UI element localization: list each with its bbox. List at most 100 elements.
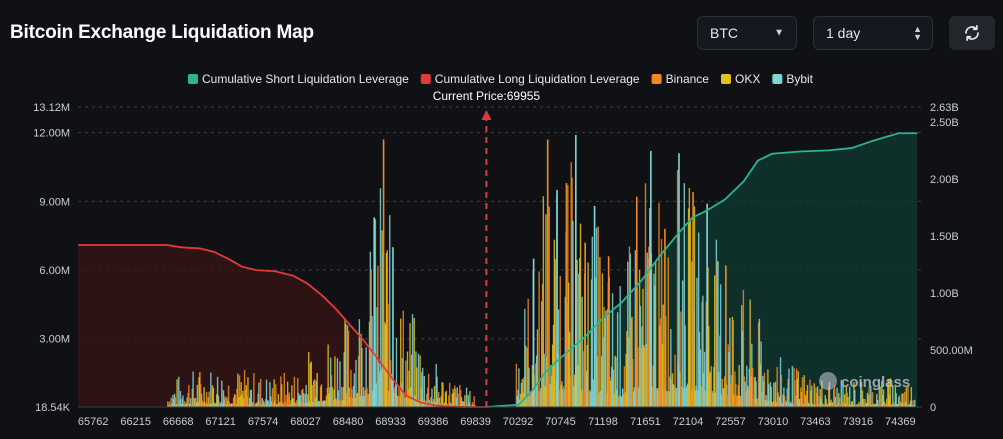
liquidation-bar [766, 400, 768, 407]
liquidation-bar [806, 384, 809, 407]
liquidation-bar [749, 299, 751, 407]
liquidation-bar [642, 288, 644, 407]
liquidation-bar [835, 405, 837, 407]
liquidation-bar [370, 269, 372, 407]
liquidation-bar [730, 384, 732, 407]
liquidation-bar [516, 396, 518, 407]
liquidation-bar [659, 318, 662, 407]
liquidation-bar [631, 316, 633, 407]
time-range-select[interactable]: 1 day ▲ ▼ [813, 16, 933, 50]
liquidation-bar [657, 388, 659, 407]
liquidation-bar [449, 402, 452, 407]
liquidation-bar [594, 277, 597, 407]
symbol-select[interactable]: BTC ▼ [697, 16, 797, 50]
liquidation-bar [216, 393, 218, 407]
liquidation-bar [172, 399, 175, 407]
liquidation-bar [906, 404, 908, 407]
liquidation-bar [408, 370, 410, 407]
liquidation-bar [168, 401, 171, 407]
liquidation-bar [300, 401, 302, 407]
liquidation-bar [197, 402, 199, 407]
liquidation-bar [248, 404, 250, 407]
liquidation-bar [377, 265, 379, 407]
liquidation-bar [724, 376, 726, 407]
liquidation-bar [878, 387, 880, 407]
liquidation-bar [655, 389, 658, 407]
coinglass-watermark: coinglass [819, 372, 910, 391]
liquidation-bar [787, 379, 789, 407]
liquidation-bar [524, 308, 526, 407]
liquidation-bar [649, 208, 651, 407]
liquidation-bar [302, 388, 304, 407]
liquidation-bar [660, 239, 663, 407]
liquidation-bar [291, 385, 293, 407]
liquidation-bar [591, 236, 594, 407]
y-left-tick-label: 13.12M [33, 102, 70, 114]
liquidation-bar [193, 398, 195, 407]
liquidation-bar [219, 403, 221, 407]
liquidation-bar [560, 384, 562, 407]
liquidation-bar [178, 376, 180, 407]
liquidation-bar [188, 385, 190, 407]
liquidation-bar [527, 298, 529, 407]
liquidation-bar [248, 397, 251, 407]
liquidation-bar [688, 187, 691, 407]
liquidation-bar [658, 202, 660, 407]
legend-swatch-binance [651, 74, 662, 84]
y-right-tick-label: 500.00M [930, 345, 973, 357]
x-tick-label: 68480 [333, 416, 364, 428]
liquidation-bar [788, 368, 790, 407]
liquidation-bar [337, 390, 339, 407]
liquidation-bar [720, 394, 723, 407]
liquidation-bar [259, 401, 261, 407]
liquidation-bar [194, 397, 197, 407]
liquidation-bar [335, 400, 338, 407]
liquidation-bar [359, 395, 361, 407]
liquidation-bar [456, 387, 458, 407]
liquidation-bar [860, 381, 862, 407]
liquidation-bar [437, 397, 439, 407]
y-right-tick-label: 1.50B [930, 231, 959, 243]
liquidation-bar [175, 404, 177, 407]
liquidation-bar [821, 380, 823, 407]
liquidation-bar [905, 387, 907, 407]
liquidation-bar [553, 239, 556, 407]
y-left-tick-label: 3.00M [39, 334, 70, 346]
liquidation-bar [346, 325, 349, 407]
liquidation-bar [473, 396, 475, 407]
liquidation-bar [638, 269, 641, 407]
liquidation-bar [191, 388, 193, 407]
liquidation-bar [856, 404, 859, 407]
liquidation-bar [386, 250, 388, 407]
liquidation-bar [798, 399, 800, 407]
liquidation-bar [442, 383, 444, 407]
liquidation-bar [583, 351, 585, 407]
refresh-button[interactable] [949, 16, 995, 50]
liquidation-bar [805, 395, 807, 407]
liquidation-bar [333, 389, 335, 407]
liquidation-bar [421, 367, 424, 407]
liquidation-bar [335, 398, 337, 407]
liquidation-bar [741, 305, 743, 407]
liquidation-bar [354, 398, 356, 407]
liquidation-bar [685, 388, 687, 407]
liquidation-bar [789, 401, 792, 407]
liquidation-bar [286, 404, 288, 407]
liquidation-bar [261, 397, 264, 407]
liquidation-bar [679, 371, 681, 407]
liquidation-bar [902, 393, 904, 407]
liquidation-bar [189, 398, 192, 407]
liquidation-bar [530, 391, 532, 407]
liquidation-bar [816, 386, 819, 407]
liquidation-bar [420, 387, 422, 407]
liquidation-spike-bar [546, 139, 549, 408]
legend-swatch-long_cum [420, 74, 431, 84]
liquidation-bar [314, 397, 317, 407]
liquidation-bar [313, 379, 316, 407]
liquidation-bar [868, 386, 870, 407]
liquidation-bar [567, 282, 570, 407]
liquidation-bar [467, 395, 469, 407]
liquidation-bar [751, 343, 753, 407]
liquidation-bar [757, 399, 759, 407]
legend-label-short_cum: Cumulative Short Liquidation Leverage [202, 72, 409, 86]
